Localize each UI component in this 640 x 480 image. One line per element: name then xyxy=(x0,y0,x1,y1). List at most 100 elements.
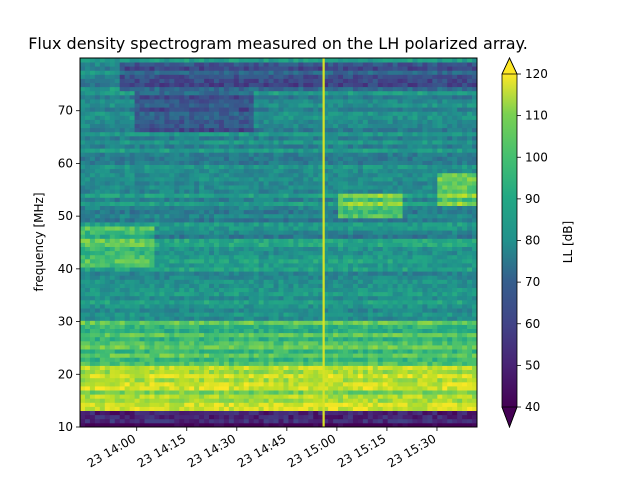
heatmap-cell xyxy=(298,422,304,428)
heatmap-cell xyxy=(119,267,126,272)
heatmap-cell xyxy=(283,258,289,264)
heatmap-cell xyxy=(268,238,274,243)
heatmap-cell xyxy=(462,271,468,276)
heatmap-cell xyxy=(442,398,448,403)
heatmap-cell xyxy=(412,234,418,239)
heatmap-cell xyxy=(288,193,294,198)
heatmap-cell xyxy=(228,250,235,256)
heatmap-cell xyxy=(273,390,279,395)
heatmap-cell xyxy=(159,320,165,325)
heatmap-cell xyxy=(338,320,344,325)
heatmap-cell xyxy=(134,258,140,264)
heatmap-cell xyxy=(293,295,299,301)
heatmap-cell xyxy=(218,312,225,317)
heatmap-cell xyxy=(228,369,235,375)
heatmap-cell xyxy=(114,414,121,420)
heatmap-cell xyxy=(89,197,96,202)
heatmap-cell xyxy=(209,258,215,264)
heatmap-cell xyxy=(472,345,478,350)
heatmap-cell xyxy=(134,357,140,362)
heatmap-cell xyxy=(164,357,170,362)
heatmap-cell xyxy=(462,414,468,420)
heatmap-cell xyxy=(273,349,279,354)
heatmap-cell xyxy=(452,345,458,350)
heatmap-cell xyxy=(417,410,423,416)
heatmap-cell xyxy=(119,185,126,190)
heatmap-cell xyxy=(204,275,210,280)
heatmap-cell xyxy=(318,189,324,194)
heatmap-cell xyxy=(94,308,101,313)
heatmap-cell xyxy=(169,369,175,375)
heatmap-cell xyxy=(283,226,289,231)
heatmap-cell xyxy=(387,377,394,383)
heatmap-cell xyxy=(437,275,443,280)
heatmap-cell xyxy=(333,209,339,215)
heatmap-cell xyxy=(457,402,463,407)
heatmap-cell xyxy=(233,234,240,239)
heatmap-cell xyxy=(119,336,126,342)
heatmap-cell xyxy=(367,345,374,350)
heatmap-cell xyxy=(452,402,458,407)
heatmap-cell xyxy=(387,414,394,420)
heatmap-cell xyxy=(228,373,235,379)
heatmap-cell xyxy=(303,222,309,227)
heatmap-cell xyxy=(377,332,384,338)
heatmap-cell xyxy=(372,209,379,215)
heatmap-cell xyxy=(318,226,324,231)
heatmap-cell xyxy=(124,386,131,391)
heatmap-cell xyxy=(184,189,190,194)
heatmap-cell xyxy=(347,336,354,342)
heatmap-cell xyxy=(457,316,463,321)
heatmap-cell xyxy=(283,304,289,309)
heatmap-cell xyxy=(422,181,428,186)
heatmap-cell xyxy=(199,304,205,309)
heatmap-cell xyxy=(179,394,185,399)
heatmap-cell xyxy=(452,295,458,301)
heatmap-cell xyxy=(80,250,86,256)
heatmap-cell xyxy=(194,328,200,334)
heatmap-cell xyxy=(114,390,121,395)
heatmap-cell xyxy=(372,295,379,301)
heatmap-cell xyxy=(367,422,374,428)
heatmap-cell xyxy=(338,242,344,247)
heatmap-cell xyxy=(139,275,145,280)
heatmap-cell xyxy=(427,316,433,321)
heatmap-cell xyxy=(407,246,413,252)
heatmap-cell xyxy=(427,390,433,395)
heatmap-cell xyxy=(313,267,319,272)
heatmap-cell xyxy=(333,217,339,223)
heatmap-cell xyxy=(248,246,255,252)
heatmap-cell xyxy=(347,361,354,366)
heatmap-cell xyxy=(194,275,200,280)
heatmap-cell xyxy=(357,185,364,190)
heatmap-cell xyxy=(94,316,101,321)
heatmap-cell xyxy=(134,181,140,186)
heatmap-cell xyxy=(144,275,150,280)
heatmap-cell xyxy=(194,365,200,370)
heatmap-cell xyxy=(313,226,319,231)
heatmap-cell xyxy=(333,275,339,280)
heatmap-cell xyxy=(124,226,131,231)
heatmap-cell xyxy=(387,209,394,215)
heatmap-cell xyxy=(467,181,473,186)
heatmap-cell xyxy=(144,185,150,190)
heatmap-cell xyxy=(412,238,418,243)
heatmap-cell xyxy=(228,328,235,334)
heatmap-cell xyxy=(298,390,304,395)
heatmap-cell xyxy=(472,267,478,272)
heatmap-cell xyxy=(457,308,463,313)
heatmap-cell xyxy=(124,353,131,358)
heatmap-cell xyxy=(218,217,225,223)
heatmap-cell xyxy=(308,181,314,186)
heatmap-cell xyxy=(367,320,374,325)
heatmap-cell xyxy=(248,316,255,321)
heatmap-cell xyxy=(213,238,220,243)
heatmap-cell xyxy=(209,422,215,428)
heatmap-cell xyxy=(253,242,260,247)
heatmap-cell xyxy=(347,291,354,297)
heatmap-cell xyxy=(387,217,394,223)
heatmap-cell xyxy=(209,406,215,411)
heatmap-cell xyxy=(223,353,230,358)
heatmap-cell xyxy=(80,263,86,268)
heatmap-cell xyxy=(402,291,408,297)
